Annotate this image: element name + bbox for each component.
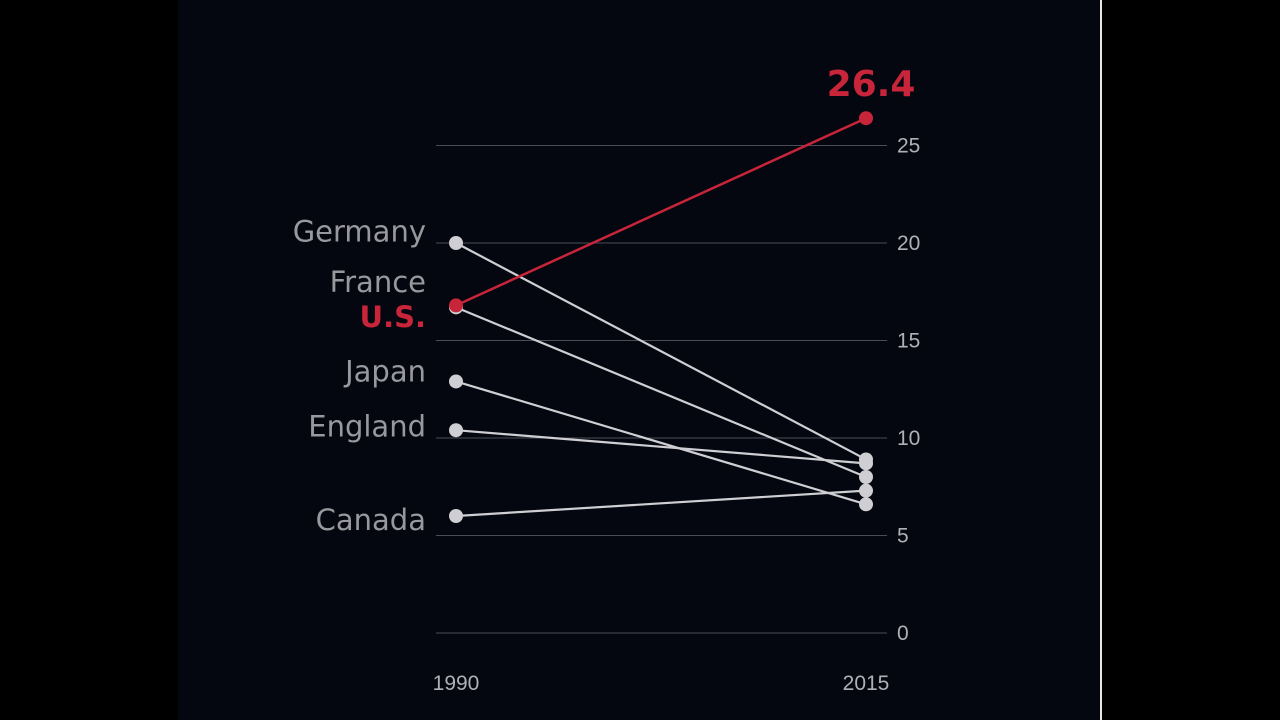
grid-layer xyxy=(436,145,887,634)
country-label-germany: Germany xyxy=(293,214,426,248)
series-line-canada xyxy=(454,489,868,518)
series-line-japan xyxy=(454,380,868,506)
y-tick-label-15: 15 xyxy=(897,330,920,353)
y-tick-label-10: 10 xyxy=(897,427,920,450)
country-label-japan: Japan xyxy=(343,355,426,389)
point-u-s-2015 xyxy=(859,111,873,126)
y-axis: 0 5 10 15 20 25 xyxy=(897,135,920,646)
x-tick-label-1990: 1990 xyxy=(433,672,480,695)
series-points xyxy=(449,111,873,523)
point-france-2015 xyxy=(859,470,873,484)
series-lines xyxy=(454,116,868,518)
point-canada-2015 xyxy=(859,483,873,498)
country-label-canada: Canada xyxy=(316,503,426,537)
point-england-1990 xyxy=(449,423,463,438)
y-tick-label-0: 0 xyxy=(897,622,909,645)
x-tick-label-2015: 2015 xyxy=(843,672,890,695)
y-tick-label-5: 5 xyxy=(897,525,909,548)
country-label-u-s: U.S. xyxy=(360,300,426,334)
value-callout-u-s: 26.4 xyxy=(827,64,916,105)
chart-panel xyxy=(178,0,1100,720)
y-tick-label-20: 20 xyxy=(897,232,920,255)
country-label-france: France xyxy=(330,265,426,299)
point-germany-1990 xyxy=(449,236,463,250)
series-line-france xyxy=(454,306,868,479)
series-line-germany xyxy=(454,241,868,461)
annotations: 26.4 xyxy=(827,64,916,105)
country-label-england: England xyxy=(308,409,426,443)
x-axis: 1990 2015 xyxy=(433,672,890,695)
point-japan-2015 xyxy=(859,497,873,512)
y-tick-label-25: 25 xyxy=(897,135,920,158)
point-japan-1990 xyxy=(449,374,463,389)
point-england-2015 xyxy=(859,456,873,471)
point-u-s-1990 xyxy=(449,298,463,313)
series-line-u-s xyxy=(454,116,868,307)
point-canada-1990 xyxy=(449,509,463,523)
series-line-england xyxy=(454,429,868,465)
